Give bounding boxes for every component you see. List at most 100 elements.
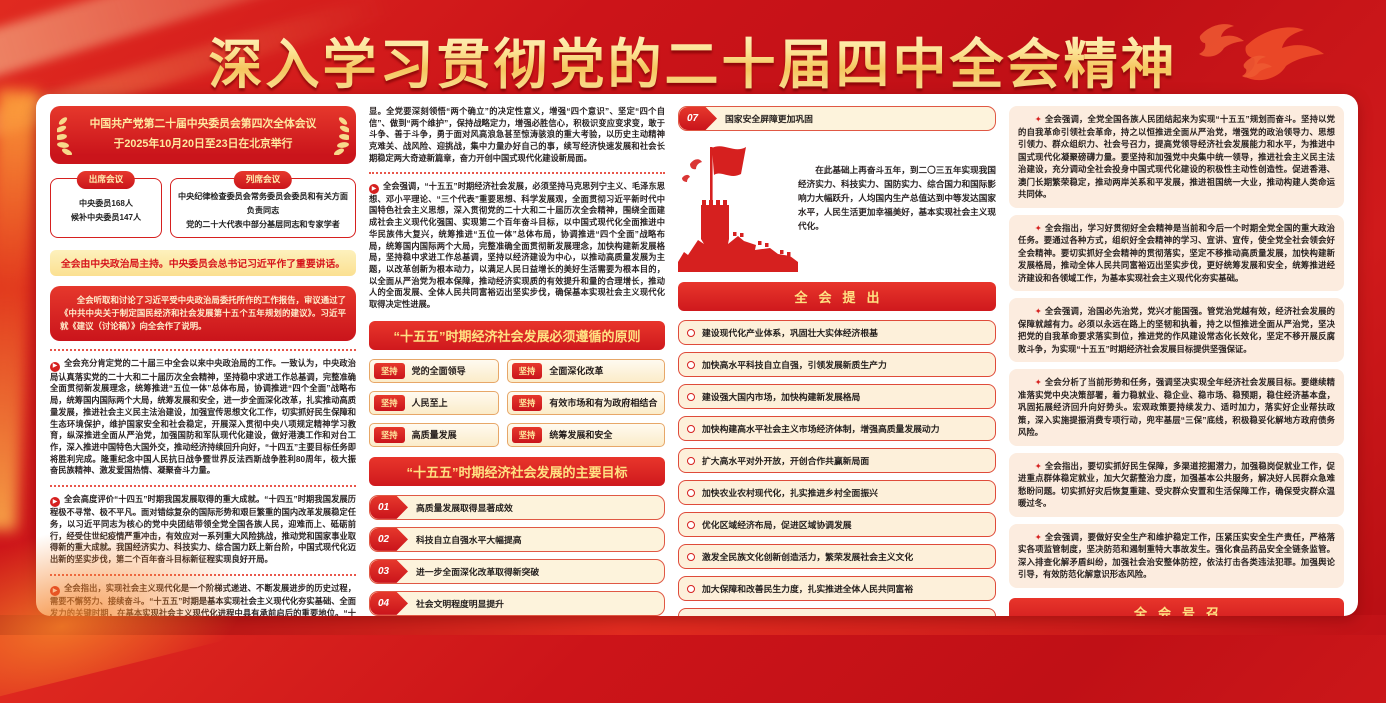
implementation-note: ✦ 全会强调，全党全国各族人民团结起来为实现“十五五”规划而奋斗。坚持以党的自我革… (1009, 106, 1344, 208)
goal-item: 07 国家安全屏障更加巩固 (678, 106, 996, 131)
vision-2035-text: 在此基础上再奋斗五年，到二〇三五年实现我国经济实力、科技实力、国防实力、综合国力… (798, 165, 996, 231)
implementation-note: ✦ 全会指出，学习好贯彻好全会精神是当前和今后一个时期全党全国的重大政治任务。要通… (1009, 214, 1344, 292)
attendees-line2: 候补中央委员147人 (70, 213, 142, 223)
principles-grid: 坚持 党的全面领导 坚持 全面深化改革 坚持 人民至上 坚持 有效市场和有为政府… (369, 358, 665, 447)
principles-section-header: “十五五”时期经济社会发展必须遵循的原则 (369, 320, 665, 350)
principle-item: 坚持 高质量发展 (369, 422, 499, 447)
goal-item: 03 进一步全面深化改革取得新突破 (369, 558, 665, 584)
goals-list: 01 高质量发展取得显著成效 02 科技自立自强水平大幅提高 03 进一步全面深… (369, 494, 665, 616)
proposal-text: 加快经济社会发展全面绿色转型，建设美丽中国 (702, 614, 887, 616)
implementation-note: ✦ 全会强调，要做好安全生产和维护稳定工作，压紧压实安全生产责任，严格落实各项监管… (1009, 523, 1344, 588)
implementation-note: ✦ 全会强调，治国必先治党，党兴才能国强。管党治党越有效，经济社会发展的保障就越有… (1009, 298, 1344, 363)
ring-bullet-icon (687, 584, 695, 593)
goal-number-badge: 07 (679, 107, 717, 130)
proposal-text: 激发全民族文化创新创造活力，繁荣发展社会主义文化 (702, 552, 914, 562)
proposal-item: 加快农业农村现代化，扎实推进乡村全面振兴 (678, 480, 996, 505)
plenum-banner: 中国共产党第二十届中央委员会第四次全体会议 于2025年10月20日至23日在北… (50, 106, 356, 164)
principle-text: 统筹发展和安全 (549, 430, 613, 441)
proposal-item: 加快高水平科技自立自强，引领发展新质生产力 (678, 352, 996, 377)
ring-bullet-icon (687, 360, 695, 369)
guiding-thought-paragraph: ▶ 全会强调，“十五五”时期经济社会发展，必须坚持马克思列宁主义、毛泽东思想、邓小… (369, 181, 665, 311)
proposal-text: 加快高水平科技自立自强，引领发展新质生产力 (702, 360, 887, 370)
poster-title: 深入学习贯彻党的二十届四中全会精神 (0, 20, 1386, 99)
main-panel: 中国共产党第二十届中央委员会第四次全体会议 于2025年10月20日至23日在北… (36, 94, 1358, 616)
proposal-text: 加大保障和改善民生力度，扎实推进全体人民共同富裕 (702, 584, 914, 594)
principle-item: 坚持 统筹发展和安全 (506, 422, 665, 447)
presiding-statement: 全会由中央政治局主持。中央委员会总书记习近平作了重要讲话。 (50, 250, 356, 277)
principle-text: 高质量发展 (411, 430, 457, 441)
proposal-text: 加快农业农村现代化，扎实推进乡村全面振兴 (702, 488, 878, 498)
proposal-item: 加快构建高水平社会主义市场经济体制，增强高质量发展动力 (678, 416, 996, 441)
attendees-line1: 中央委员168人 (79, 199, 133, 209)
principle-item: 坚持 人民至上 (369, 390, 499, 415)
proposal-item: 建设现代化产业体系，巩固壮大实体经济根基 (678, 320, 996, 345)
note-text: 全会指出，学习好贯彻好全会精神是当前和今后一个时期全党全国的重大政治任务。要通过… (1018, 222, 1335, 283)
uphold-tag: 坚持 (511, 362, 543, 379)
continuation-paragraph: 显。全党要深刻领悟“两个确立”的决定性意义，增强“四个意识”、坚定“四个自信”、… (369, 107, 665, 163)
ring-bullet-icon (687, 520, 695, 529)
laurel-icon (57, 117, 73, 155)
banner-line2: 于2025年10月20日至23日在北京举行 (113, 137, 293, 150)
proposal-text: 扩大高水平对外开放，开创合作共赢新局面 (702, 456, 870, 466)
report-summary-box: 全会听取和讨论了习近平受中央政治局委托所作的工作报告，审议通过了《中共中央关于制… (50, 286, 356, 342)
play-bullet-icon: ▶ (369, 183, 379, 194)
proposal-item: 激发全民族文化创新创造活力，繁荣发展社会主义文化 (678, 544, 996, 569)
goal-text: 高质量发展取得显著成效 (416, 502, 513, 513)
observers-label: 列席会议 (233, 170, 293, 189)
ring-bullet-icon (687, 392, 695, 401)
uphold-tag: 坚持 (511, 394, 543, 411)
ring-bullet-icon (687, 424, 695, 433)
ring-bullet-icon (687, 456, 695, 465)
ring-bullet-icon (687, 488, 695, 497)
uphold-tag: 坚持 (511, 426, 543, 443)
goal-number-badge: 03 (370, 559, 408, 583)
principle-text: 有效市场和有为政府相结合 (549, 398, 658, 409)
great-wall-flag-icon (678, 146, 798, 272)
principle-text: 党的全面领导 (411, 366, 466, 377)
implementation-paragraphs: ✦ 全会强调，全党全国各族人民团结起来为实现“十五五”规划而奋斗。坚持以党的自我革… (1009, 106, 1344, 588)
principle-item: 坚持 党的全面领导 (369, 358, 499, 383)
call-section-header: 全会号召 (1009, 597, 1344, 616)
principle-item: 坚持 全面深化改革 (506, 358, 665, 383)
attendees-box: 出席会议 中央委员168人 候补中央委员147人 (50, 170, 162, 239)
note-text: 全会分析了当前形势和任务，强调坚决实现全年经济社会发展目标。要继续精准落实党中央… (1018, 377, 1335, 438)
dotted-separator (50, 485, 356, 488)
paragraph-text: 全会充分肯定党的二十届三中全会以来中央政治局的工作。一致认为，中央政治局认真落实… (50, 359, 356, 476)
doves-icon (1199, 24, 1324, 81)
column-meeting-overview: 中国共产党第二十届中央委员会第四次全体会议 于2025年10月20日至23日在北… (50, 106, 356, 616)
goal-item: 01 高质量发展取得显著成效 (369, 494, 665, 520)
star-bullet-icon: ✦ (1034, 377, 1042, 388)
goal-item: 02 科技自立自强水平大幅提高 (369, 526, 665, 552)
uphold-tag: 坚持 (374, 426, 405, 443)
bottom-red-band (0, 615, 1386, 635)
proposals-section-header: 全会提出 (678, 282, 996, 311)
column-implementation: ✦ 全会强调，全党全国各族人民团结起来为实现“十五五”规划而奋斗。坚持以党的自我革… (1009, 106, 1344, 616)
proposal-item: 扩大高水平对外开放，开创合作共赢新局面 (678, 448, 996, 473)
ring-bullet-icon (687, 328, 695, 337)
proposal-item: 加快经济社会发展全面绿色转型，建设美丽中国 (678, 608, 996, 616)
attendance-row: 出席会议 中央委员168人 候补中央委员147人 列席会议 中央纪律检查委员会常… (50, 170, 356, 239)
note-text: 全会强调，要做好安全生产和维护稳定工作，压紧压实安全生产责任，严格落实各项监管制… (1018, 531, 1335, 580)
observers-line2: 党的二十大代表中部分基层同志和专家学者 (186, 220, 340, 230)
goal-number-badge: 02 (370, 527, 408, 551)
paragraph-item: ▶ 全会充分肯定党的二十届三中全会以来中央政治局的工作。一致认为，中央政治局认真落… (50, 349, 356, 477)
goal-number-badge: 04 (370, 591, 408, 615)
goal-text: 社会文明程度明显提升 (416, 598, 504, 609)
principle-text: 人民至上 (411, 398, 448, 409)
laurel-icon (333, 117, 349, 155)
principle-item: 坚持 有效市场和有为政府相结合 (506, 390, 665, 415)
banner-line1: 中国共产党第二十届中央委员会第四次全体会议 (89, 118, 317, 130)
proposal-item: 建设强大国内市场，加快构建新发展格局 (678, 384, 996, 409)
proposal-text: 建设现代化产业体系，巩固壮大实体经济根基 (702, 328, 878, 338)
column-proposals: 07 国家安全屏障更加巩固 在此基础上再奋斗五年，到二〇三五年实现我国 (678, 106, 996, 616)
proposals-list: 建设现代化产业体系，巩固壮大实体经济根基 加快高水平科技自立自强，引领发展新质生… (678, 320, 996, 616)
play-bullet-icon: ▶ (50, 497, 60, 508)
star-bullet-icon: ✦ (1034, 306, 1042, 317)
goals-section-header: “十五五”时期经济社会发展的主要目标 (369, 456, 665, 486)
paragraph-text: 全会强调，“十五五”时期经济社会发展，必须坚持马克思列宁主义、毛泽东思想、邓小平… (369, 181, 665, 310)
principle-text: 全面深化改革 (549, 366, 604, 377)
proposal-text: 建设强大国内市场，加快构建新发展格局 (702, 392, 861, 402)
vision-2035-block: 在此基础上再奋斗五年，到二〇三五年实现我国经济实力、科技实力、国防实力、综合国力… (678, 138, 996, 272)
implementation-note: ✦ 全会指出，要切实抓好民生保障，多渠道挖掘潜力，加强稳岗促就业工作，促进重点群体… (1009, 452, 1344, 517)
note-text: 全会强调，治国必先治党，党兴才能国强。管党治党越有效，经济社会发展的保障就越有力… (1018, 306, 1335, 354)
